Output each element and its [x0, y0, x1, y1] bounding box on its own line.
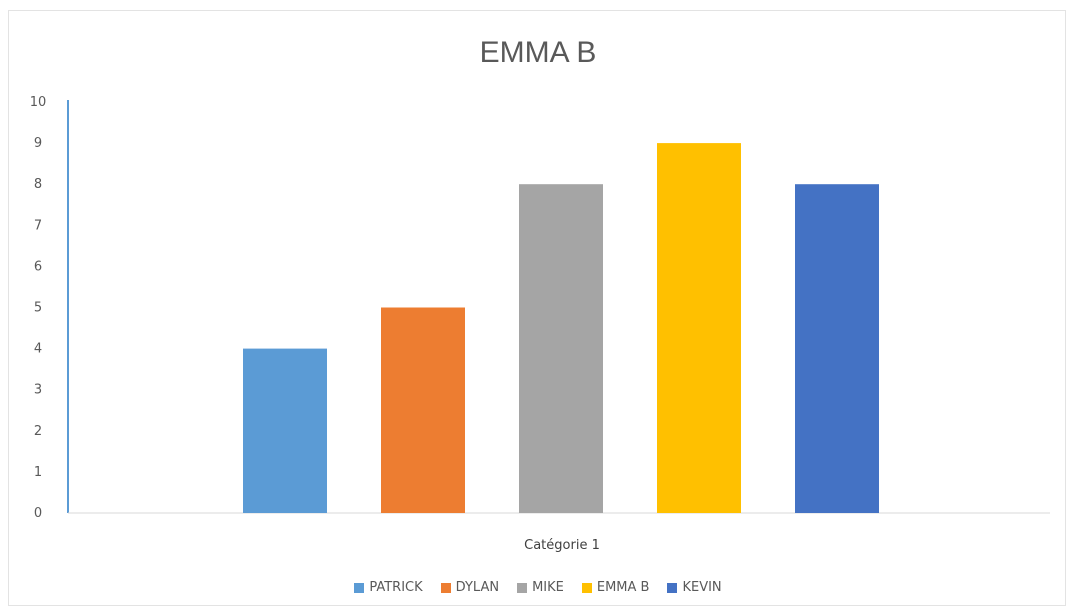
- legend-label: EMMA B: [596, 580, 650, 595]
- legend-swatch: [517, 582, 528, 593]
- legend-label: PATRICK: [369, 580, 423, 595]
- y-tick-label: 7: [34, 218, 42, 233]
- y-tick-label: 1: [34, 465, 42, 480]
- legend-label: DYLAN: [455, 580, 500, 595]
- y-tick-label: 6: [34, 259, 42, 274]
- y-tick-label: 4: [34, 342, 42, 357]
- x-category-label: Catégorie 1: [524, 538, 600, 553]
- legend-item: KEVIN: [667, 580, 722, 595]
- y-tick-label: 3: [34, 383, 42, 398]
- legend-swatch: [354, 582, 365, 593]
- bar-dylan: [381, 307, 465, 513]
- bar-patrick: [243, 348, 327, 513]
- y-tick-label: 8: [34, 177, 42, 192]
- legend-swatch: [667, 582, 678, 593]
- y-tick-label: 10: [30, 95, 47, 110]
- y-tick-label: 9: [34, 136, 42, 151]
- bar-mike: [519, 184, 603, 513]
- legend-item: PATRICK: [354, 580, 423, 595]
- legend-swatch: [581, 582, 592, 593]
- y-tick-label: 2: [34, 424, 42, 439]
- legend-item: DYLAN: [440, 580, 500, 595]
- chart-legend: PATRICK DYLAN MIKE EMMA B KEVIN: [0, 580, 1076, 595]
- legend-label: MIKE: [532, 580, 564, 595]
- legend-item: MIKE: [517, 580, 564, 595]
- legend-item: EMMA B: [581, 580, 650, 595]
- legend-swatch: [440, 582, 451, 593]
- legend-label: KEVIN: [682, 580, 722, 595]
- y-tick-label: 5: [34, 301, 42, 316]
- chart-title: EMMA B: [479, 36, 597, 69]
- y-tick-label: 0: [34, 506, 42, 521]
- bar-kevin: [795, 184, 879, 513]
- bar-emma-b: [657, 143, 741, 513]
